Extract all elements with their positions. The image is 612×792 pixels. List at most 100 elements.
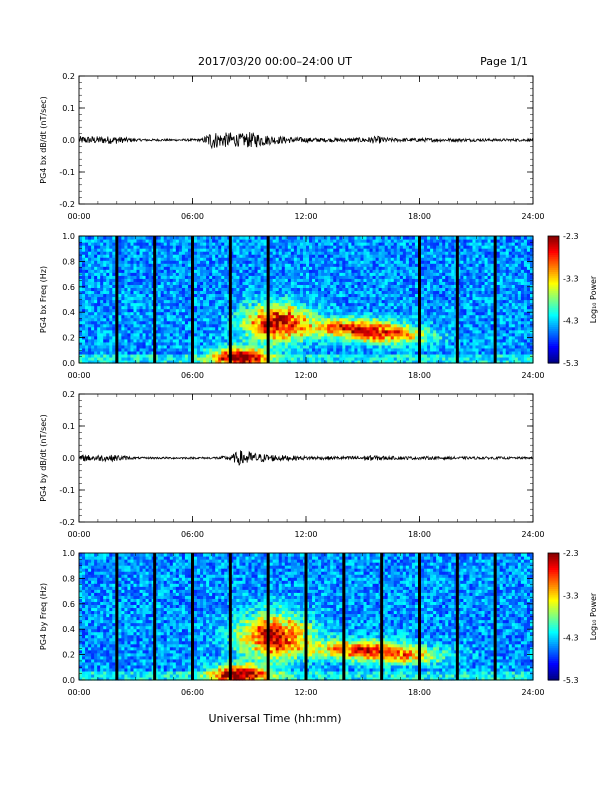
spectrogram-cell: [236, 296, 241, 301]
spectrogram-cell: [278, 296, 283, 301]
spectrogram-cell: [218, 329, 222, 334]
spectrogram-cell: [163, 293, 168, 298]
spectrogram-cell: [278, 290, 283, 295]
spectrogram-cell: [133, 335, 138, 340]
spectrogram-cell: [103, 305, 107, 310]
spectrogram-cell: [184, 350, 189, 355]
spectrogram-cell: [106, 272, 110, 276]
spectrogram-cell: [130, 338, 135, 343]
spectrogram-cell: [91, 320, 95, 325]
spectrogram-cell: [242, 275, 247, 279]
spectrogram-cell: [118, 305, 122, 310]
spectrogram-cell: [94, 356, 98, 361]
spectrogram-cell: [293, 305, 298, 310]
spectrogram-cell: [160, 287, 165, 292]
spectrogram-cell: [245, 311, 250, 316]
spectrogram-cell: [260, 236, 265, 240]
spectrogram-cell: [175, 314, 180, 319]
spectrogram-cell: [242, 269, 247, 273]
spectrogram-cell: [239, 311, 244, 316]
spectrogram-cell: [293, 341, 298, 346]
spectrogram-cell: [287, 311, 292, 316]
spectrogram-cell: [100, 308, 104, 313]
spectrogram-cell: [112, 272, 116, 276]
spectrogram-cell: [172, 353, 177, 358]
spectrogram-cell: [239, 260, 244, 264]
spectrogram-cell: [133, 314, 138, 319]
spectrogram-cell: [239, 284, 244, 289]
spectrogram-cell: [163, 341, 168, 346]
spectrogram-cell: [181, 278, 186, 282]
spectrogram-cell: [245, 323, 250, 328]
spectrogram-cell: [263, 275, 268, 279]
spectrogram-cell: [82, 320, 86, 325]
spectrogram-cell: [154, 353, 159, 358]
spectrogram-cell: [194, 335, 198, 340]
spectrogram-cell: [203, 239, 207, 243]
spectrogram-cell: [97, 263, 101, 267]
spectrogram-cell: [100, 254, 104, 258]
spectrogram-cell: [94, 320, 98, 325]
spectrogram-cell: [157, 347, 162, 352]
spectrogram-cell: [299, 275, 304, 279]
spectrogram-cell: [172, 323, 177, 328]
spectrogram-cell: [278, 293, 283, 298]
spectrogram-cell: [242, 278, 247, 282]
spectrogram-cell: [290, 332, 295, 337]
spectrogram-cell: [302, 239, 307, 243]
spectrogram-cell: [309, 296, 313, 301]
spectrogram-cell: [85, 347, 89, 352]
spectrogram-cell: [248, 263, 253, 267]
spectrogram-cell: [103, 326, 107, 331]
spectrogram-cell: [184, 236, 189, 240]
spectrogram-cell: [239, 275, 244, 279]
spectrogram-cell: [221, 311, 225, 316]
spectrogram-cell: [118, 359, 122, 364]
spectrogram-cell: [88, 350, 92, 355]
spectrogram-cell: [118, 251, 122, 255]
spectrogram-cell: [248, 317, 253, 322]
spectrogram-cell: [82, 248, 86, 252]
spectrogram-cell: [145, 278, 150, 282]
spectrogram-cell: [121, 278, 125, 282]
spectrogram-cell: [269, 305, 274, 310]
spectrogram-cell: [175, 344, 180, 349]
spectrogram-cell: [233, 332, 237, 337]
spectrogram-cell: [127, 287, 132, 292]
spectrogram-cell: [242, 293, 247, 298]
spectrogram-cell: [287, 272, 292, 276]
spectrogram-cell: [91, 254, 95, 258]
spectrogram-cell: [178, 353, 183, 358]
spectrogram-cell: [236, 326, 241, 331]
spectrogram-cell: [236, 350, 241, 355]
spectrogram-cell: [136, 359, 141, 364]
spectrogram-cell: [203, 350, 207, 355]
spectrogram-cell: [224, 242, 228, 246]
spectrogram-cell: [275, 323, 280, 328]
spectrogram-cell: [284, 272, 289, 276]
spectrogram-cell: [230, 263, 234, 267]
spectrogram-cell: [287, 239, 292, 243]
spectrogram-cell: [302, 323, 307, 328]
spectrogram-cell: [239, 251, 244, 255]
spectrogram-cell: [85, 329, 89, 334]
spectrogram-cell: [100, 248, 104, 252]
spectrogram-cell: [212, 302, 216, 307]
spectrogram-cell: [284, 281, 289, 285]
spectrogram-cell: [109, 329, 113, 334]
spectrogram-cell: [215, 236, 219, 240]
spectrogram-cell: [94, 281, 98, 285]
spectrogram-cell: [85, 320, 89, 325]
spectrogram-cell: [187, 326, 192, 331]
spectrogram-cell: [296, 242, 301, 246]
spectrogram-cell: [306, 287, 310, 292]
spectrogram-cell: [178, 251, 183, 255]
spectrogram-cell: [215, 350, 219, 355]
spectrogram-cell: [197, 278, 201, 282]
spectrogram-cell: [209, 305, 213, 310]
spectrogram-cell: [230, 284, 234, 289]
spectrogram-cell: [142, 308, 147, 313]
spectrogram-cell: [184, 251, 189, 255]
spectrogram-cell: [145, 290, 150, 295]
spectrogram-cell: [133, 332, 138, 337]
